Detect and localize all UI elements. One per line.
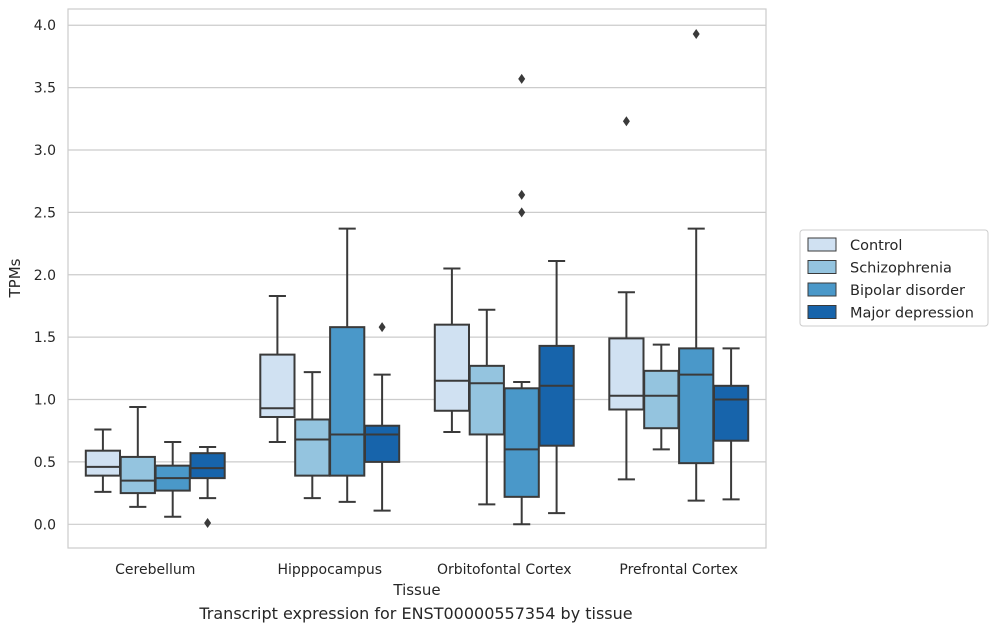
iqr-box bbox=[119, 455, 156, 495]
y-tick-label: 2.5 bbox=[34, 205, 56, 221]
box-major-depression bbox=[363, 322, 401, 512]
plot-boxes bbox=[84, 28, 750, 529]
iqr-box bbox=[643, 369, 680, 430]
figure-caption: Transcript expression for ENST0000055735… bbox=[199, 604, 633, 623]
iqr-box bbox=[538, 344, 575, 447]
legend-label: Control bbox=[850, 238, 902, 254]
outlier-point bbox=[204, 518, 212, 529]
outlier-point bbox=[518, 207, 526, 218]
outlier-point bbox=[692, 28, 700, 39]
legend-swatch bbox=[807, 237, 837, 252]
y-tick-label: 0.0 bbox=[34, 517, 56, 533]
y-tick-label: 4.0 bbox=[34, 18, 56, 34]
box-bipolar-disorder bbox=[503, 73, 540, 526]
y-tick-labels: 0.0 0.5 1.0 1.5 2.0 2.5 3.0 3.5 4.0 bbox=[34, 18, 56, 533]
legend-swatch bbox=[807, 260, 837, 274]
y-tick-label: 0.5 bbox=[34, 455, 56, 471]
iqr-box bbox=[608, 337, 645, 411]
box-control bbox=[84, 428, 122, 493]
y-tick-label: 3.0 bbox=[34, 143, 56, 159]
x-tick-labels: Cerebellum Hipppocampus Orbitofontal Corte… bbox=[115, 562, 738, 578]
legend-label: Bipolar disorder bbox=[850, 283, 965, 299]
plot-frame bbox=[67, 8, 767, 549]
box-schizophrenia bbox=[119, 406, 156, 508]
x-tick-label: Cerebellum bbox=[115, 562, 195, 578]
outlier-point bbox=[378, 322, 386, 333]
legend-swatch bbox=[807, 305, 837, 319]
iqr-box bbox=[363, 424, 401, 463]
grid-lines bbox=[68, 24, 766, 525]
legend-label: Schizophrenia bbox=[850, 261, 952, 277]
box-control bbox=[433, 267, 471, 433]
box-control bbox=[259, 294, 296, 443]
y-tick-label: 2.0 bbox=[34, 268, 56, 284]
iqr-box bbox=[294, 418, 331, 477]
legend-label: Major depression bbox=[850, 306, 974, 322]
iqr-box bbox=[433, 323, 471, 412]
box-bipolar-disorder bbox=[678, 28, 715, 502]
box-schizophrenia bbox=[294, 371, 331, 500]
iqr-box bbox=[712, 384, 750, 442]
iqr-box bbox=[189, 452, 226, 480]
y-tick-label: 3.5 bbox=[34, 81, 56, 97]
y-tick-label: 1.5 bbox=[34, 330, 56, 346]
x-tick-label: Hipppocampus bbox=[277, 562, 382, 578]
x-tick-label: Prefrontal Cortex bbox=[619, 562, 738, 578]
y-axis-label: TPMs bbox=[6, 258, 24, 298]
iqr-box bbox=[329, 326, 366, 477]
box-bipolar-disorder bbox=[154, 440, 191, 518]
box-major-depression bbox=[189, 445, 226, 529]
outlier-point bbox=[622, 116, 630, 127]
box-major-depression bbox=[712, 347, 750, 501]
x-tick-label: Orbitofontal Cortex bbox=[437, 562, 572, 578]
box-schizophrenia bbox=[643, 343, 680, 451]
iqr-box bbox=[468, 364, 505, 436]
y-tick-label: 1.0 bbox=[34, 393, 56, 409]
iqr-box bbox=[84, 449, 122, 477]
iqr-box bbox=[259, 353, 296, 418]
box-major-depression bbox=[538, 260, 575, 515]
box-schizophrenia bbox=[468, 308, 505, 506]
iqr-box bbox=[503, 387, 540, 498]
legend-swatch bbox=[807, 282, 837, 297]
outlier-point bbox=[518, 73, 526, 84]
legend: Control Schizophrenia Bipolar disorder Majo… bbox=[799, 229, 989, 327]
iqr-box bbox=[678, 347, 715, 465]
box-control bbox=[608, 116, 645, 481]
box-bipolar-disorder bbox=[329, 227, 366, 503]
x-axis-label: Tissue bbox=[392, 581, 440, 599]
legend-frame bbox=[799, 229, 989, 327]
outlier-point bbox=[518, 189, 526, 200]
